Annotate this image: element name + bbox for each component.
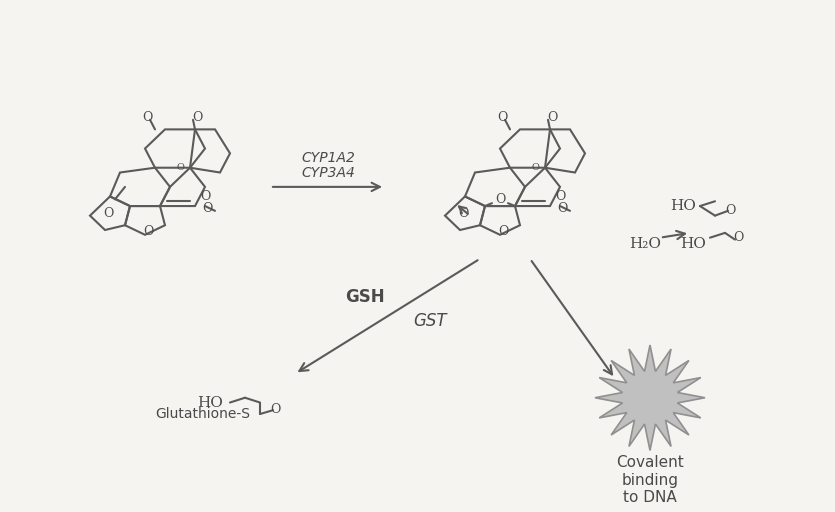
Text: O: O [143,225,153,239]
Text: O: O [497,112,507,124]
Text: O: O [547,112,557,124]
Text: HO: HO [680,238,706,251]
Text: O: O [458,207,468,220]
Text: O: O [103,207,114,220]
Text: H₂O: H₂O [629,238,661,251]
Text: Covalent
binding
to DNA: Covalent binding to DNA [616,455,684,505]
Text: O: O [531,163,539,172]
Text: O: O [725,204,735,217]
Text: HO: HO [670,199,696,213]
Text: O: O [192,112,202,124]
Text: O: O [733,231,743,244]
Text: O: O [495,193,505,206]
Text: O: O [270,403,281,416]
Text: CYP1A2: CYP1A2 [301,151,355,165]
Text: GSH: GSH [345,288,385,306]
Text: CYP3A4: CYP3A4 [301,165,355,180]
Text: O: O [202,202,212,216]
Polygon shape [595,345,705,451]
Text: O: O [557,202,567,216]
Text: O: O [498,225,509,239]
Text: O: O [176,163,184,172]
Text: HO: HO [197,395,223,410]
Text: O: O [555,190,565,203]
Text: O: O [142,112,152,124]
Text: Glutathione-S: Glutathione-S [155,407,250,421]
Text: GST: GST [413,312,447,330]
Text: O: O [200,190,210,203]
